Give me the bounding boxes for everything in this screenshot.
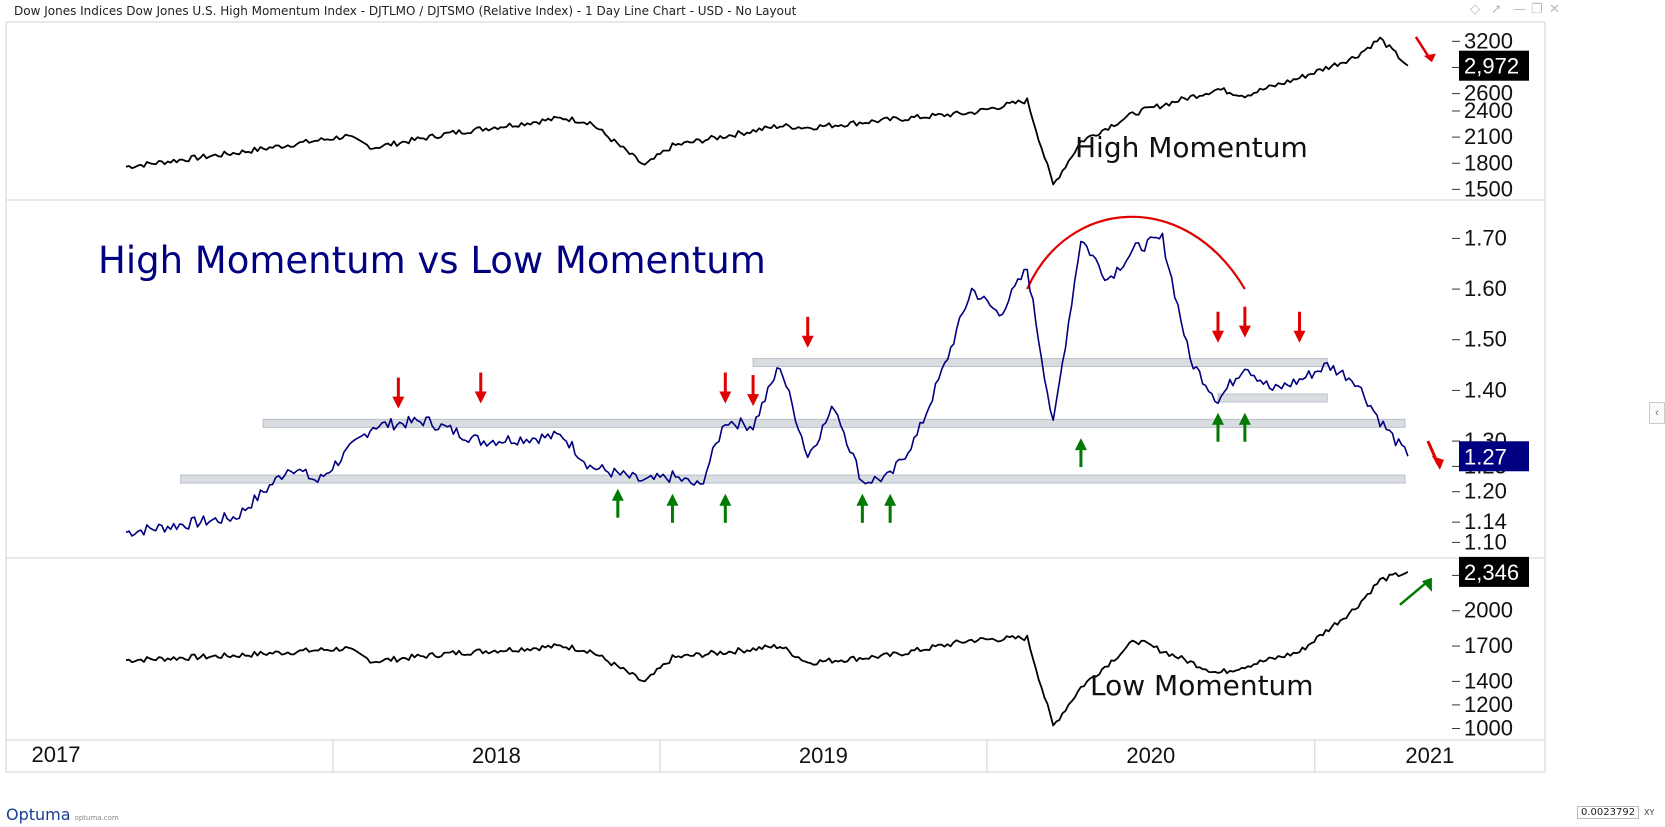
collapse-panel-button[interactable]: ‹ (1649, 402, 1665, 424)
green-up-arrow-head (666, 493, 679, 506)
high-momentum-label: High Momentum (1075, 131, 1308, 164)
last-value-label: 2,346 (1464, 560, 1519, 585)
red-trend-arrow-top (1414, 36, 1431, 60)
support-zone (752, 358, 1328, 368)
xy-mode-button[interactable]: XY (1644, 808, 1655, 817)
x-axis-year-label: 2019 (799, 743, 848, 768)
last-value-badge (1459, 50, 1529, 81)
y-tick-label: 1.14 (1464, 509, 1507, 534)
y-tick-label: 1.60 (1464, 276, 1507, 301)
y-tick-label: 2000 (1464, 598, 1513, 623)
x-axis-year-label: 2020 (1126, 743, 1175, 768)
red-down-arrow-head (392, 396, 405, 409)
green-up-arrow-head (611, 488, 624, 501)
y-tick-label: 2400 (1464, 98, 1513, 123)
y-tick-label: 1700 (1464, 633, 1513, 658)
red-down-arrow-head (747, 394, 760, 407)
support-zone (1217, 393, 1328, 403)
support-zone (262, 418, 1406, 428)
red-down-arrow-head (474, 391, 487, 404)
green-up-arrow-head (1074, 438, 1087, 451)
red-down-arrow-head (801, 335, 814, 348)
coordinate-readout: 0.0023792 (1577, 806, 1640, 819)
low-momentum-series-line (125, 571, 1409, 727)
support-zone (180, 474, 1406, 484)
y-tick-label: 3200 (1464, 28, 1513, 53)
red-down-arrow-head (1293, 330, 1306, 343)
y-tick-label: 1200 (1464, 692, 1513, 717)
ratio-series-line (125, 232, 1409, 537)
x-axis-year-label: 2017 (32, 742, 81, 767)
y-tick-label: 1000 (1464, 715, 1513, 740)
red-trend-arrow-head (1431, 455, 1444, 470)
green-up-arrow-head (884, 493, 897, 506)
chevron-left-icon: ‹ (1655, 407, 1659, 419)
green-up-arrow-head (856, 493, 869, 506)
green-up-arrow-head (1211, 412, 1224, 425)
close-icon[interactable]: ✕ (1549, 2, 1560, 17)
brand-logo: Optuma optuma.com (6, 805, 119, 824)
minimize-icon[interactable]: — (1513, 2, 1526, 17)
y-tick-label: 1.50 (1464, 327, 1507, 352)
pin-icon[interactable]: ➚ (1491, 2, 1502, 17)
green-trend-arrow-bottom (1399, 580, 1429, 606)
y-tick-label: 2100 (1464, 124, 1513, 149)
red-trend-arrow-top-head (1423, 53, 1436, 63)
y-tick-label: 1.40 (1464, 377, 1507, 402)
y-tick-label: 1500 (1464, 176, 1513, 201)
green-up-arrow-head (1238, 412, 1251, 425)
y-tick-label: 1.10 (1464, 529, 1507, 554)
y-tick-label: 1800 (1464, 150, 1513, 175)
y-tick-label: 2600 (1464, 81, 1513, 106)
high-momentum-series-line (125, 36, 1409, 186)
y-tick-label: 1400 (1464, 668, 1513, 693)
ratio-label: High Momentum vs Low Momentum (98, 239, 766, 282)
last-value-badge (1459, 441, 1529, 472)
y-tick-label: 1.70 (1464, 225, 1507, 250)
x-axis-year-label: 2018 (472, 743, 521, 768)
low-momentum-label: Low Momentum (1090, 669, 1314, 702)
last-value-badge (1459, 556, 1529, 587)
brand-site: optuma.com (74, 814, 119, 822)
window-title: Dow Jones Indices Dow Jones U.S. High Mo… (14, 4, 797, 18)
green-trend-arrow-bottom-head (1421, 577, 1432, 592)
y-tick-label: 1.20 (1464, 479, 1507, 504)
x-axis-year-label: 2021 (1405, 743, 1454, 768)
red-down-arrow-head (719, 391, 732, 404)
brand-name: Optuma (6, 805, 71, 824)
red-down-arrow-head (1238, 325, 1251, 338)
last-value-label: 2,972 (1464, 54, 1519, 79)
top-arc (1026, 215, 1246, 290)
last-value-label: 1.27 (1464, 444, 1507, 469)
red-down-arrow-head (1211, 330, 1224, 343)
green-up-arrow-head (719, 493, 732, 506)
diamond-icon[interactable]: ◇ (1470, 2, 1480, 17)
restore-icon[interactable]: ❐ (1531, 2, 1543, 17)
